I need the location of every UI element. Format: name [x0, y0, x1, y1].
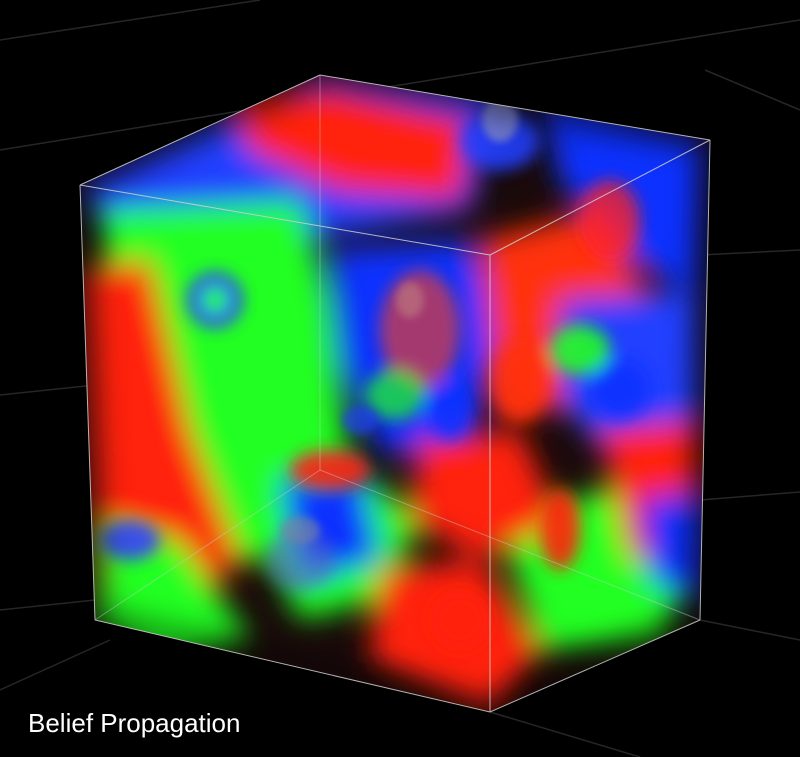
cube-wireframe: [79, 74, 711, 713]
volume-data: [80, 75, 710, 712]
caption-label: Belief Propagation: [28, 708, 241, 738]
